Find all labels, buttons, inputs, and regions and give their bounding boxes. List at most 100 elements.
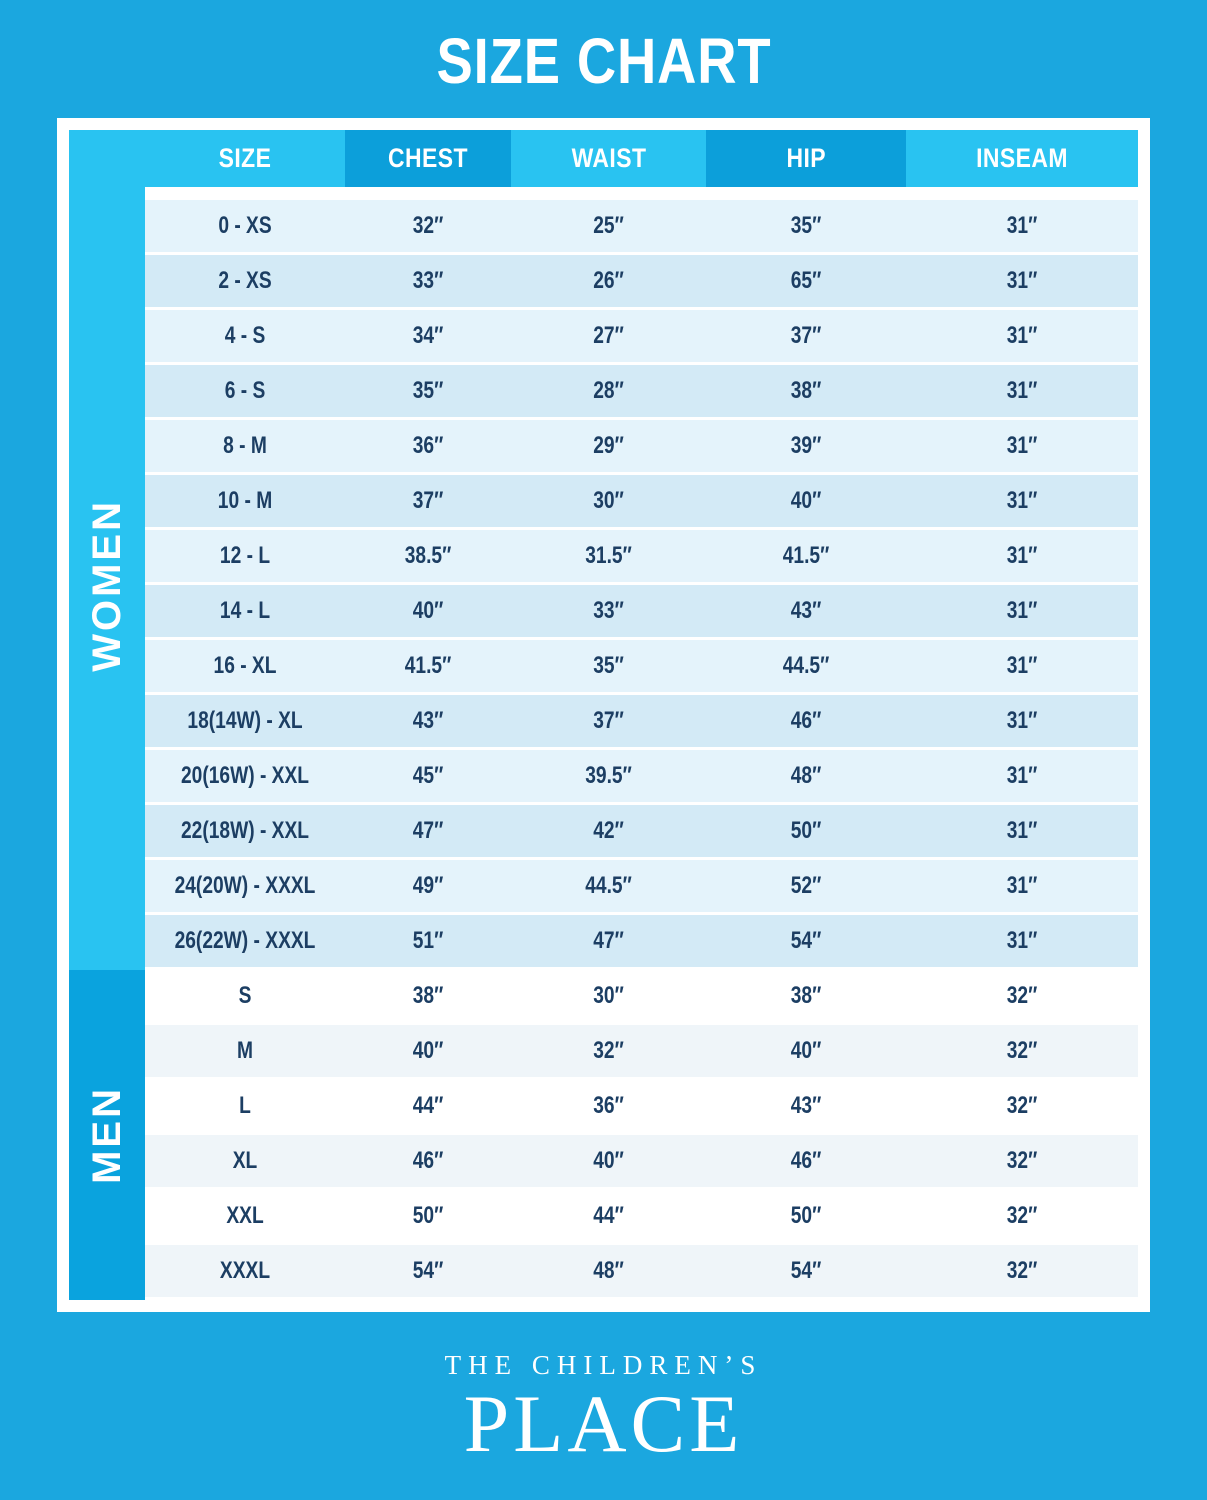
size-cell: 12 - L bbox=[219, 542, 271, 569]
women-section-sidebar: WOMEN bbox=[69, 200, 145, 970]
measurement-cell: 31″ bbox=[1006, 542, 1038, 569]
header-hip-label: HIP bbox=[786, 143, 826, 173]
women-rows: 0 - XS 32″ 25″ 35″ 31″ 2 - XS 33″ 26″ 65″ 31″ 4 - … bbox=[145, 200, 1138, 970]
table-row: 20(16W) - XXL 45″ 39.5″ 48″ 31″ bbox=[145, 750, 1138, 802]
table-row: 24(20W) - XXXL 49″ 44.5″ 52″ 31″ bbox=[145, 860, 1138, 912]
measurement-cell: 31″ bbox=[1006, 432, 1038, 459]
size-cell: XL bbox=[232, 1147, 258, 1174]
header-body-gap bbox=[69, 187, 1138, 200]
table-row: 2 - XS 33″ 26″ 65″ 31″ bbox=[145, 255, 1138, 307]
table-row: 4 - S 34″ 27″ 37″ 31″ bbox=[145, 310, 1138, 362]
size-cell: 22(18W) - XXL bbox=[180, 817, 310, 844]
measurement-cell: 34″ bbox=[412, 322, 444, 349]
table-row: 8 - M 36″ 29″ 39″ 31″ bbox=[145, 420, 1138, 472]
measurement-cell: 32″ bbox=[593, 1037, 624, 1064]
table-row: 14 - L 40″ 33″ 43″ 31″ bbox=[145, 585, 1138, 637]
measurement-cell: 31″ bbox=[1006, 817, 1038, 844]
header-waist-label: WAIST bbox=[571, 143, 646, 173]
measurement-cell: 40″ bbox=[412, 1037, 444, 1064]
measurement-cell: 40″ bbox=[790, 487, 822, 514]
table-row: S 38″ 30″ 38″ 32″ bbox=[145, 970, 1138, 1022]
table-row: XL 46″ 40″ 46″ 32″ bbox=[145, 1135, 1138, 1187]
measurement-cell: 46″ bbox=[790, 1147, 822, 1174]
header-body-gap-sidebar bbox=[69, 187, 145, 200]
size-cell: 10 - M bbox=[217, 487, 273, 514]
measurement-cell: 43″ bbox=[412, 707, 444, 734]
measurement-cell: 38″ bbox=[790, 377, 822, 404]
table-row: 10 - M 37″ 30″ 40″ 31″ bbox=[145, 475, 1138, 527]
header-inseam-label: INSEAM bbox=[976, 143, 1068, 173]
measurement-cell: 54″ bbox=[790, 1257, 822, 1284]
page-title-text: SIZE CHART bbox=[436, 25, 771, 97]
size-cell: 18(14W) - XL bbox=[187, 707, 303, 734]
measurement-cell: 52″ bbox=[790, 872, 822, 899]
measurement-cell: 38″ bbox=[412, 982, 444, 1009]
measurement-cell: 32″ bbox=[412, 212, 444, 239]
size-cell: 14 - L bbox=[219, 597, 271, 624]
women-section: WOMEN 0 - XS 32″ 25″ 35″ 31″ 2 - XS 33″ 26″ 65″ 3… bbox=[69, 200, 1138, 970]
measurement-cell: 31″ bbox=[1006, 487, 1038, 514]
table-row: XXL 50″ 44″ 50″ 32″ bbox=[145, 1190, 1138, 1242]
measurement-cell: 37″ bbox=[593, 707, 624, 734]
table-row: 22(18W) - XXL 47″ 42″ 50″ 31″ bbox=[145, 805, 1138, 857]
measurement-cell: 49″ bbox=[412, 872, 444, 899]
measurement-cell: 29″ bbox=[593, 432, 624, 459]
header-size: SIZE bbox=[145, 130, 345, 187]
measurement-cell: 36″ bbox=[593, 1092, 624, 1119]
header-chest: CHEST bbox=[345, 130, 511, 187]
measurement-cell: 35″ bbox=[412, 377, 444, 404]
measurement-cell: 44″ bbox=[593, 1202, 624, 1229]
measurement-cell: 31″ bbox=[1006, 872, 1038, 899]
measurement-cell: 36″ bbox=[412, 432, 444, 459]
measurement-cell: 45″ bbox=[412, 762, 444, 789]
table-row: 18(14W) - XL 43″ 37″ 46″ 31″ bbox=[145, 695, 1138, 747]
size-cell: S bbox=[238, 982, 252, 1009]
measurement-cell: 32″ bbox=[1006, 1037, 1038, 1064]
measurement-cell: 35″ bbox=[593, 652, 624, 679]
table-row: XXXL 54″ 48″ 54″ 32″ bbox=[145, 1245, 1138, 1297]
size-table-frame: SIZE CHEST WAIST HIP INSEAM WOMEN 0 - XS… bbox=[57, 118, 1150, 1312]
size-cell: M bbox=[237, 1037, 253, 1064]
measurement-cell: 30″ bbox=[593, 487, 624, 514]
measurement-cell: 38″ bbox=[790, 982, 822, 1009]
measurement-cell: 41.5″ bbox=[404, 652, 452, 679]
measurement-cell: 31″ bbox=[1006, 377, 1038, 404]
measurement-cell: 32″ bbox=[1006, 1202, 1038, 1229]
measurement-cell: 33″ bbox=[593, 597, 624, 624]
measurement-cell: 32″ bbox=[1006, 1257, 1038, 1284]
measurement-cell: 46″ bbox=[790, 707, 822, 734]
measurement-cell: 46″ bbox=[412, 1147, 444, 1174]
measurement-cell: 50″ bbox=[790, 817, 822, 844]
measurement-cell: 54″ bbox=[790, 927, 822, 954]
measurement-cell: 31.5″ bbox=[585, 542, 632, 569]
measurement-cell: 31″ bbox=[1006, 267, 1038, 294]
measurement-cell: 43″ bbox=[790, 1092, 822, 1119]
table-row: 16 - XL 41.5″ 35″ 44.5″ 31″ bbox=[145, 640, 1138, 692]
measurement-cell: 31″ bbox=[1006, 212, 1038, 239]
measurement-cell: 43″ bbox=[790, 597, 822, 624]
measurement-cell: 50″ bbox=[412, 1202, 444, 1229]
size-cell: 0 - XS bbox=[218, 212, 272, 239]
women-section-label: WOMEN bbox=[84, 498, 129, 672]
size-cell: 24(20W) - XXXL bbox=[174, 872, 316, 899]
measurement-cell: 65″ bbox=[790, 267, 822, 294]
measurement-cell: 38.5″ bbox=[404, 542, 452, 569]
men-section-sidebar: MEN bbox=[69, 970, 145, 1300]
size-cell: 8 - M bbox=[223, 432, 267, 459]
table-row: 0 - XS 32″ 25″ 35″ 31″ bbox=[145, 200, 1138, 252]
measurement-cell: 40″ bbox=[412, 597, 444, 624]
size-chart-page: { "title": "SIZE CHART", "chart_data": {… bbox=[0, 24, 1207, 1500]
measurement-cell: 31″ bbox=[1006, 652, 1038, 679]
measurement-cell: 51″ bbox=[412, 927, 444, 954]
size-cell: 6 - S bbox=[224, 377, 266, 404]
measurement-cell: 32″ bbox=[1006, 1147, 1038, 1174]
size-cell: 26(22W) - XXXL bbox=[174, 927, 316, 954]
measurement-cell: 41.5″ bbox=[782, 542, 830, 569]
header-chest-label: CHEST bbox=[388, 143, 468, 173]
table-row: 6 - S 35″ 28″ 38″ 31″ bbox=[145, 365, 1138, 417]
size-cell: 20(16W) - XXL bbox=[180, 762, 310, 789]
table-row: M 40″ 32″ 40″ 32″ bbox=[145, 1025, 1138, 1077]
measurement-cell: 37″ bbox=[412, 487, 444, 514]
measurement-cell: 40″ bbox=[790, 1037, 822, 1064]
header-waist: WAIST bbox=[511, 130, 706, 187]
